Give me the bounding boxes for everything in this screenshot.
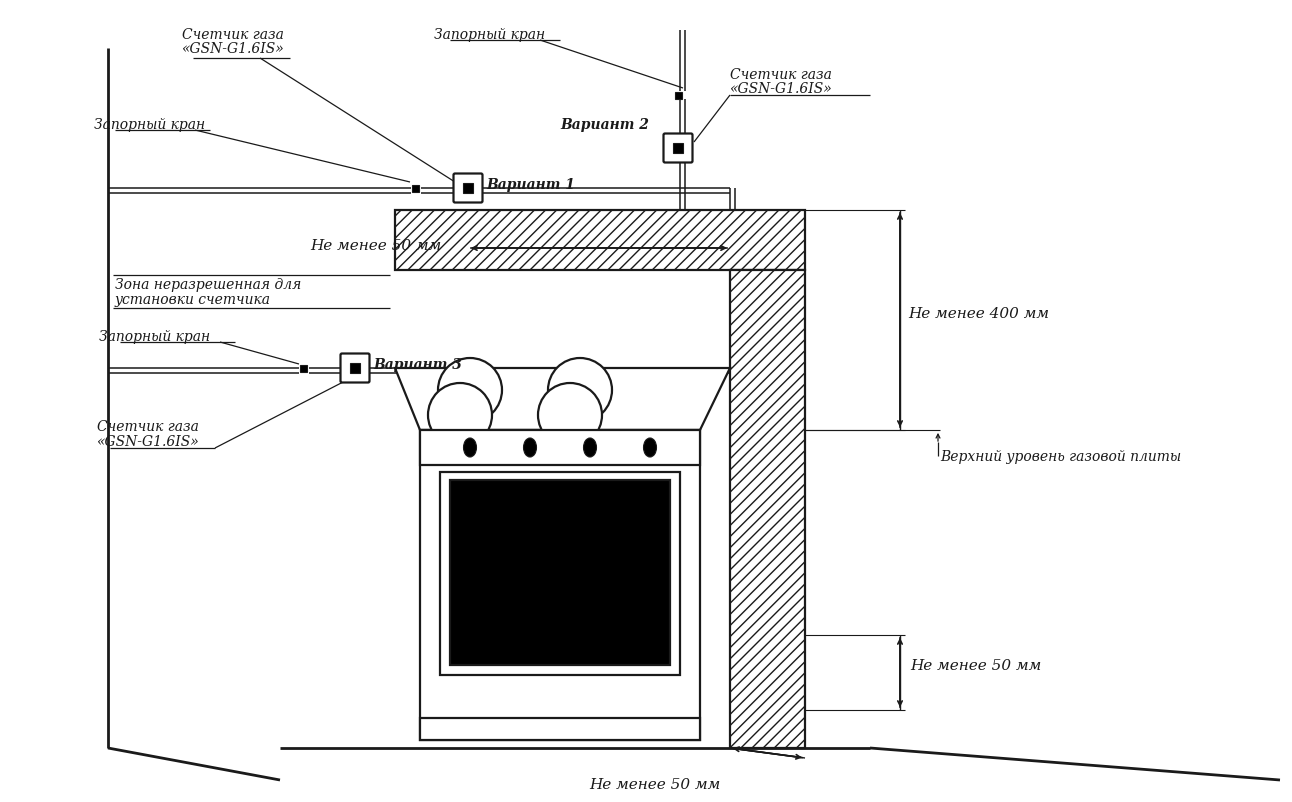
Text: Счетчик газа: Счетчик газа bbox=[730, 68, 832, 82]
Polygon shape bbox=[395, 368, 730, 430]
Bar bbox=[420, 430, 700, 740]
Circle shape bbox=[548, 358, 612, 422]
Bar bbox=[350, 363, 360, 374]
Ellipse shape bbox=[464, 438, 477, 457]
Text: Не менее 50 мм: Не менее 50 мм bbox=[310, 239, 442, 253]
Bar bbox=[463, 183, 473, 193]
Bar bbox=[411, 184, 419, 192]
Text: Запорный кран: Запорный кран bbox=[99, 330, 211, 344]
FancyBboxPatch shape bbox=[453, 173, 482, 202]
Text: Запорный кран: Запорный кран bbox=[434, 28, 545, 42]
Ellipse shape bbox=[643, 438, 656, 457]
Text: установки счетчика: установки счетчика bbox=[115, 293, 271, 307]
Bar bbox=[420, 430, 700, 465]
Circle shape bbox=[428, 383, 492, 447]
Bar bbox=[395, 210, 805, 270]
Ellipse shape bbox=[523, 438, 536, 457]
Text: Не менее 50 мм: Не менее 50 мм bbox=[589, 778, 720, 792]
FancyBboxPatch shape bbox=[664, 133, 693, 163]
Bar bbox=[673, 143, 683, 153]
Text: «GSN-G1.6IS»: «GSN-G1.6IS» bbox=[97, 435, 199, 449]
Text: Вариант 1: Вариант 1 bbox=[486, 178, 575, 192]
Text: Зона неразрешенная для: Зона неразрешенная для bbox=[115, 278, 301, 292]
Text: Счетчик газа: Счетчик газа bbox=[182, 28, 284, 42]
Text: «GSN-G1.6IS»: «GSN-G1.6IS» bbox=[182, 42, 284, 56]
Circle shape bbox=[438, 358, 503, 422]
Text: Вариант 2: Вариант 2 bbox=[559, 118, 649, 132]
Bar bbox=[450, 480, 671, 665]
Bar bbox=[420, 718, 700, 740]
Bar bbox=[730, 270, 805, 748]
Bar bbox=[674, 91, 681, 99]
Text: Счетчик газа: Счетчик газа bbox=[97, 420, 199, 434]
Text: Не менее 50 мм: Не менее 50 мм bbox=[910, 659, 1041, 673]
Bar bbox=[441, 472, 680, 675]
Text: Вариант 3: Вариант 3 bbox=[373, 358, 461, 372]
FancyBboxPatch shape bbox=[341, 354, 370, 383]
Text: «GSN-G1.6IS»: «GSN-G1.6IS» bbox=[730, 82, 833, 96]
Text: Не менее 400 мм: Не менее 400 мм bbox=[908, 307, 1049, 321]
Text: Верхний уровень газовой плиты: Верхний уровень газовой плиты bbox=[941, 450, 1181, 464]
Text: Запорный кран: Запорный кран bbox=[94, 118, 205, 132]
Ellipse shape bbox=[584, 438, 597, 457]
Circle shape bbox=[537, 383, 602, 447]
Bar bbox=[300, 364, 306, 371]
